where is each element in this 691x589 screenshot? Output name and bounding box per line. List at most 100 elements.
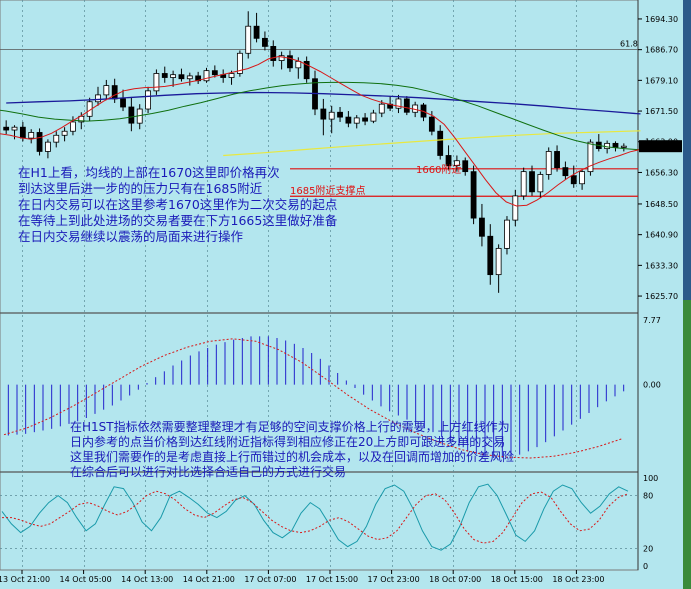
candle-body (328, 111, 335, 120)
candle-body (320, 108, 327, 120)
window-edge-lower (683, 300, 691, 589)
price-tick-label: 1686.70 (645, 46, 678, 55)
candle-body (111, 85, 118, 100)
candle-body (620, 145, 627, 148)
candle-body (203, 70, 210, 82)
price-tick-label: 1625.70 (645, 292, 678, 301)
candle-body (437, 130, 444, 156)
candle-body (236, 52, 243, 74)
candle-body (28, 132, 35, 139)
h1st-line-1: 在H1ST指标依然需要整理整理才有足够的空间支撑价格上行的需要，上方红线作为 (70, 420, 510, 434)
candle-body (479, 217, 485, 237)
label-1685-support: 1685附近支撑点 (290, 186, 366, 197)
osc-tick-label: 7.77 (643, 316, 661, 325)
candle-body (120, 98, 126, 108)
time-tick-label: 18 Oct 23:00 (552, 575, 604, 584)
stoch-tick-label: 80 (643, 492, 653, 501)
candle-body (303, 60, 310, 80)
ma-red-line (0, 55, 641, 207)
price-tick-label: 1671.50 (645, 107, 678, 116)
candle-body (428, 116, 435, 132)
label-1660: 1660附近 (416, 165, 462, 176)
price-tick-label: 1633.30 (645, 261, 678, 270)
price-tick-label: 1648.50 (645, 200, 678, 209)
candle-body (145, 90, 151, 110)
candle-body (537, 174, 544, 193)
h1-line-5: 在日内交易继续以震荡的局面来进行操作 (18, 229, 244, 244)
candle-body (470, 171, 477, 219)
candle-body (245, 25, 252, 54)
candle-body (395, 98, 402, 109)
fib-label: 61.8 (620, 40, 638, 49)
price-tick-label: 1679.10 (645, 76, 678, 85)
price-pane: 61.8 (0, 11, 641, 293)
time-tick-label: 17 Oct 23:00 (368, 575, 420, 584)
candle-body (262, 37, 268, 47)
h1-analysis-text: 在H1上看，均线的上部在1670这里即价格再次 到达这里后进一步的的压力只有在1… (18, 165, 337, 245)
candle-body (95, 94, 101, 103)
candle-body (253, 25, 260, 39)
h1-line-3: 在日内交易可以在这里参考1670这里作为二次交易的起点 (18, 197, 338, 212)
candle-body (504, 219, 510, 249)
current-price-box (639, 140, 682, 153)
candle-body (337, 111, 343, 118)
h1st-analysis-text: 在H1ST指标依然需要整理整理才有足够的空间支撑价格上行的需要，上方红线作为 日… (70, 420, 514, 480)
candle-body (186, 75, 193, 80)
grid (22, 0, 577, 570)
candle-body (70, 121, 76, 132)
candle-body (604, 142, 611, 150)
ma-green-line (0, 81, 641, 151)
candle-body (512, 195, 519, 221)
axes: 1694.301686.701679.101671.501663.901656.… (0, 15, 682, 584)
time-tick-label: 17 Oct 07:00 (244, 575, 296, 584)
h1st-line-4: 在综合后可以进行对比选择合适自己的方式进行交易 (70, 465, 347, 479)
time-tick-label: 13 Oct 21:00 (0, 575, 50, 584)
candle-body (445, 155, 452, 166)
candle-body (170, 74, 177, 78)
candle-body (345, 116, 352, 124)
candle-body (545, 151, 552, 175)
candle-body (462, 160, 469, 173)
candle-body (487, 235, 494, 276)
price-tick-label: 1656.30 (645, 168, 678, 177)
candle-body (295, 60, 302, 69)
candle-body (587, 141, 594, 173)
candle-body (228, 73, 235, 78)
price-tick-label: 1640.90 (645, 231, 678, 240)
candle-body (353, 117, 360, 124)
time-tick-label: 14 Oct 21:00 (183, 575, 235, 584)
stoch-tick-label: 100 (643, 474, 658, 483)
price-tick-label: 1694.30 (645, 15, 678, 24)
candle-body (211, 70, 218, 76)
candle-body (45, 141, 51, 152)
candle-body (36, 132, 43, 152)
h1st-line-3: 这里我们需要作的是考虑直接上行而错过的机会成本，以及在回调而增加的价差风险 (70, 450, 515, 464)
stoch-main-line (1, 483, 629, 551)
osc-tick-label: 0.00 (643, 381, 661, 390)
stochastic-pane (0, 483, 638, 551)
h1-line-2: 到达这里后进一步的的压力只有在1685附近 (18, 181, 263, 196)
candle-body (128, 106, 135, 124)
candle-body (495, 247, 502, 276)
h1st-line-2: 日内参考的点当价格到达红线附近指标得到相应修正在20上方即可跟进多单的交易 (70, 435, 506, 449)
candle-body (362, 117, 368, 122)
window-edge (683, 0, 691, 589)
time-tick-label: 14 Oct 13:00 (121, 575, 173, 584)
current-price-label: 1662.80 (643, 142, 676, 151)
stoch-tick-label: 0 (643, 562, 648, 571)
candle-body (612, 142, 619, 148)
candle-body (403, 98, 410, 113)
candle-body (554, 151, 560, 168)
candle-body (287, 55, 293, 69)
candle-body (562, 167, 569, 177)
candle-body (570, 175, 577, 185)
candle-body (453, 160, 460, 166)
candle-body (378, 103, 385, 114)
ma-blue-line (6, 91, 641, 115)
stoch-signal-line (2, 490, 629, 544)
candle-body (153, 73, 160, 92)
h1-line-1: 在H1上看，均线的上部在1670这里即价格再次 (18, 165, 280, 180)
candle-body (11, 126, 18, 131)
candle-body (520, 171, 527, 197)
